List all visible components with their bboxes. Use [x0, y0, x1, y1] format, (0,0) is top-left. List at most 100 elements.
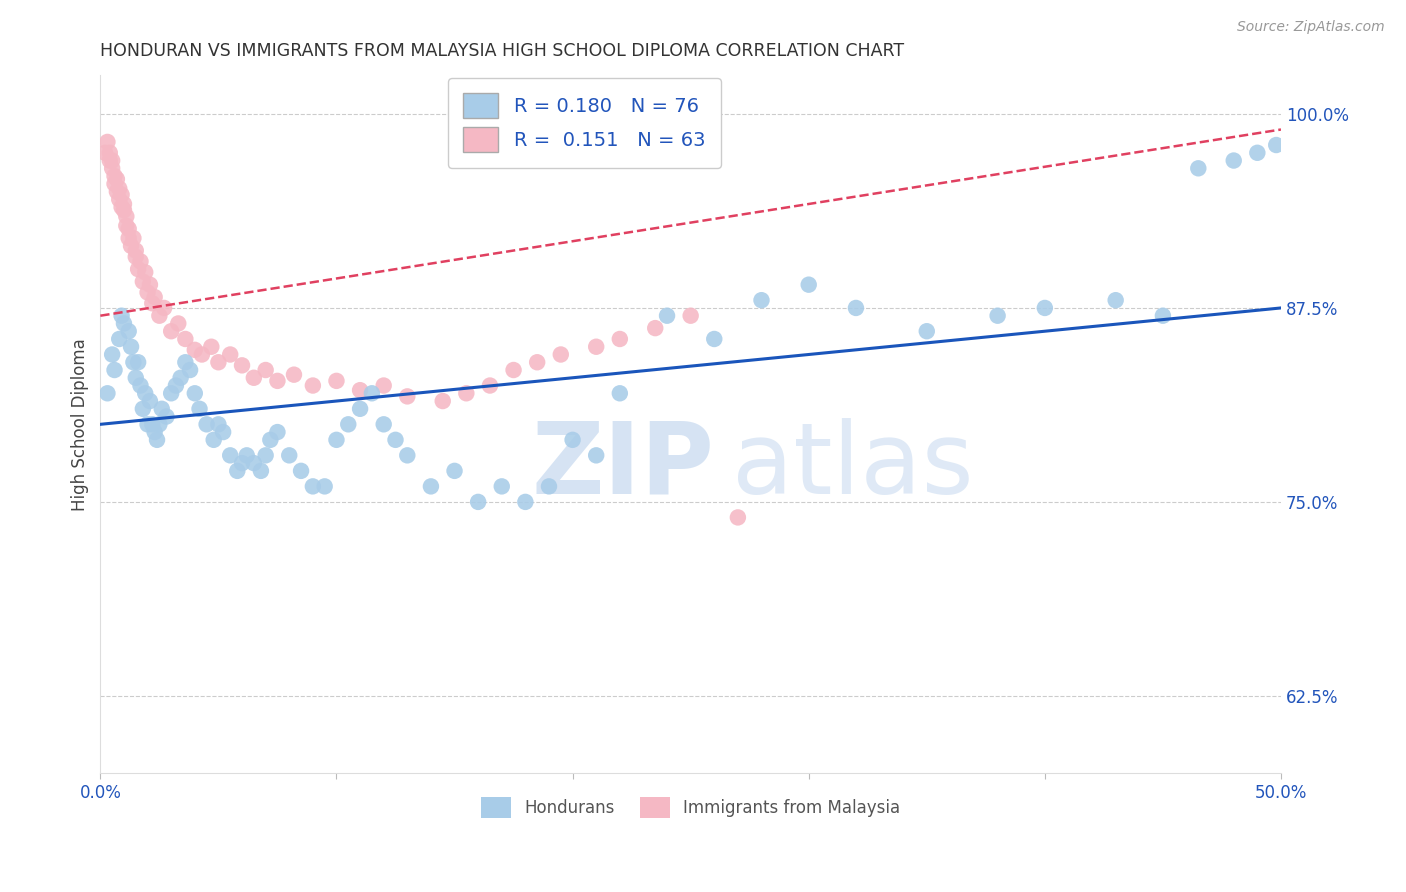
Point [644, 321, 666, 335]
Point [115, 219, 138, 233]
Point [160, 386, 183, 401]
Point [134, 386, 156, 401]
Point [537, 479, 560, 493]
Point [101, 161, 124, 176]
Point [148, 417, 170, 432]
Point [101, 347, 124, 361]
Point [108, 192, 131, 206]
Point [195, 417, 218, 432]
Text: ZIP: ZIP [531, 417, 714, 515]
Point [184, 343, 207, 357]
Point [231, 456, 253, 470]
Point [105, 185, 128, 199]
Point [266, 425, 288, 439]
Point [467, 495, 489, 509]
Point [108, 332, 131, 346]
Point [202, 433, 225, 447]
Point [125, 244, 148, 258]
Y-axis label: High School Diploma: High School Diploma [72, 338, 89, 511]
Text: Source: ZipAtlas.com: Source: ZipAtlas.com [1237, 20, 1385, 34]
Point [207, 417, 229, 432]
Point [561, 433, 583, 447]
Point [226, 464, 249, 478]
Point [174, 332, 197, 346]
Point [585, 448, 607, 462]
Point [125, 250, 148, 264]
Point [1033, 301, 1056, 315]
Legend: Hondurans, Immigrants from Malaysia: Hondurans, Immigrants from Malaysia [474, 791, 907, 824]
Point [184, 386, 207, 401]
Point [845, 301, 868, 315]
Point [127, 355, 149, 369]
Point [118, 231, 141, 245]
Point [105, 172, 128, 186]
Point [349, 383, 371, 397]
Point [112, 197, 135, 211]
Point [361, 386, 384, 401]
Point [491, 479, 513, 493]
Point [987, 309, 1010, 323]
Point [122, 355, 145, 369]
Point [146, 433, 169, 447]
Text: HONDURAN VS IMMIGRANTS FROM MALAYSIA HIGH SCHOOL DIPLOMA CORRELATION CHART: HONDURAN VS IMMIGRANTS FROM MALAYSIA HIG… [100, 42, 904, 60]
Point [231, 359, 253, 373]
Point [103, 363, 125, 377]
Point [396, 389, 419, 403]
Point [212, 425, 235, 439]
Point [129, 378, 152, 392]
Point [302, 479, 325, 493]
Point [526, 355, 548, 369]
Point [153, 301, 176, 315]
Point [120, 239, 142, 253]
Point [207, 355, 229, 369]
Point [94, 145, 117, 160]
Text: atlas: atlas [733, 417, 973, 515]
Point [443, 464, 465, 478]
Point [148, 309, 170, 323]
Point [1152, 309, 1174, 323]
Point [139, 394, 162, 409]
Point [110, 309, 132, 323]
Point [1246, 145, 1268, 160]
Point [419, 479, 441, 493]
Point [797, 277, 820, 292]
Point [96, 386, 118, 401]
Point [127, 262, 149, 277]
Point [609, 386, 631, 401]
Point [141, 296, 163, 310]
Point [250, 464, 273, 478]
Point [108, 181, 131, 195]
Point [432, 394, 454, 409]
Point [314, 479, 336, 493]
Point [337, 417, 360, 432]
Point [120, 340, 142, 354]
Point [219, 448, 242, 462]
Point [118, 324, 141, 338]
Point [266, 374, 288, 388]
Point [456, 386, 478, 401]
Point [515, 495, 537, 509]
Point [283, 368, 305, 382]
Point [136, 417, 159, 432]
Point [259, 433, 281, 447]
Point [122, 231, 145, 245]
Point [373, 378, 395, 392]
Point [174, 355, 197, 369]
Point [373, 417, 395, 432]
Point [1187, 161, 1209, 176]
Point [101, 153, 124, 168]
Point [200, 340, 222, 354]
Point [118, 222, 141, 236]
Point [132, 275, 155, 289]
Point [325, 433, 347, 447]
Point [550, 347, 572, 361]
Point [103, 169, 125, 183]
Point [96, 135, 118, 149]
Point [243, 371, 266, 385]
Point [609, 332, 631, 346]
Point [115, 210, 138, 224]
Point [143, 290, 166, 304]
Point [150, 401, 173, 416]
Point [143, 425, 166, 439]
Point [132, 401, 155, 416]
